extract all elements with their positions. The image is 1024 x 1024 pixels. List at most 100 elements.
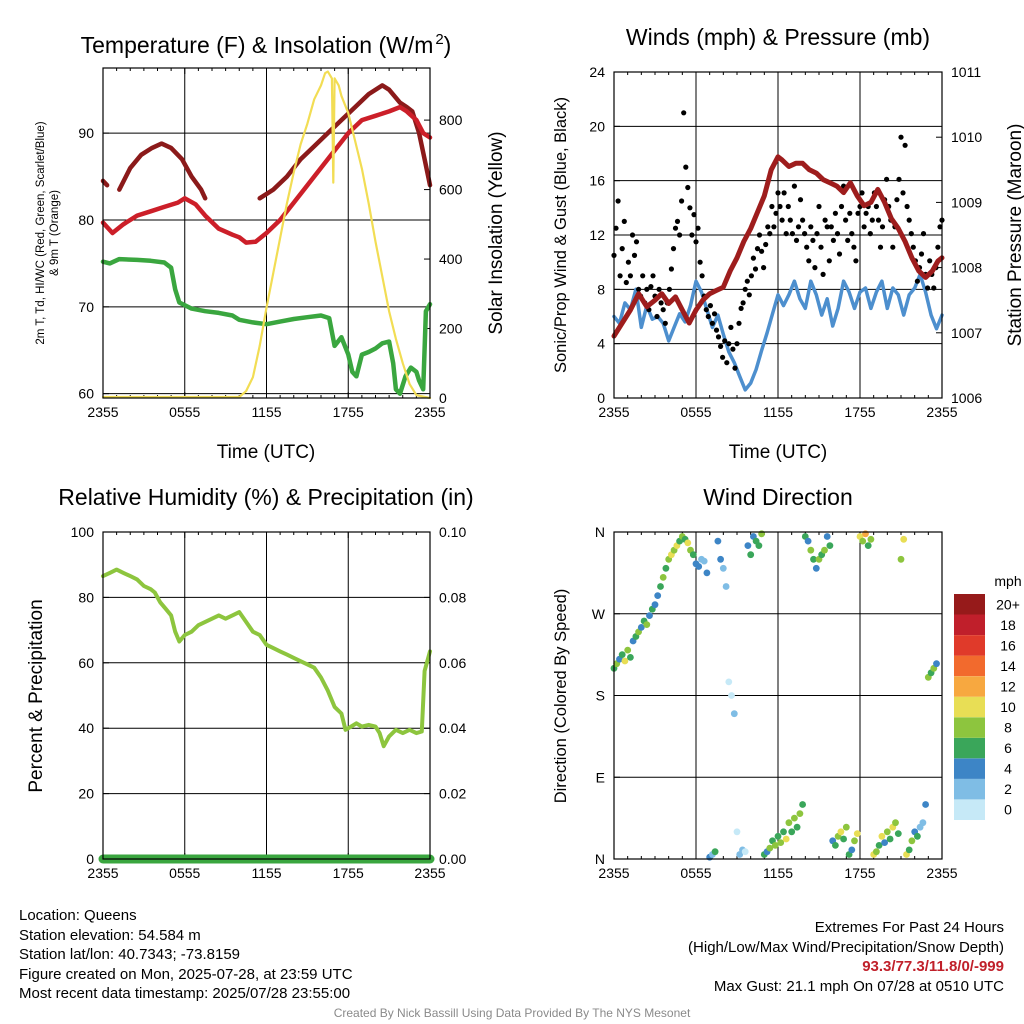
wind-direction-point [900,535,908,543]
gust-point [679,198,685,204]
y2-tick-label: 1009 [951,194,982,210]
wind-direction-point [774,832,782,840]
gust-point [927,258,933,264]
wind-direction-point [747,551,755,559]
x-tick-label: 0555 [169,865,200,881]
wind-direction-point [859,537,867,545]
gust-point [795,224,802,230]
y-tick-label: 60 [78,386,94,402]
gust-point [619,246,625,252]
y-tick-label: W [592,606,606,622]
gust-point [615,198,621,204]
y-tick-label: 24 [589,64,605,80]
gust-point [683,164,689,170]
gust-point [746,292,752,298]
gust-point [791,183,798,189]
gust-point [877,244,884,250]
gust-point [631,252,638,258]
colorbar-swatch [954,758,985,779]
colorbar-swatch [954,635,985,656]
wind-direction-point [793,823,801,831]
wind-direction-point [717,555,724,563]
y-axis-label: 2m T, Td, HI/WC (Red, Green, Scarlet/Blu… [35,121,61,344]
gust-point [797,197,804,203]
gust-point [662,320,668,326]
y2-tick-label: 0 [439,390,447,406]
colorbar-label: 2 [1004,781,1012,797]
x-tick-label: 2355 [926,865,957,881]
gust-point [693,239,699,245]
gust-point [847,210,853,216]
plot-border [102,67,431,399]
wind-direction-point [618,651,626,658]
y-axis-label-line2: & 9m T (Orange) [49,190,61,276]
wind-direction-point [875,842,883,849]
wind-direction-point [785,819,793,827]
gust-point [750,255,757,261]
colorbar-label: 6 [1004,740,1012,756]
gust-point [728,324,734,330]
wind-direction-point [807,546,815,554]
credit-line: Created By Nick Bassill Using Data Provi… [333,1006,691,1020]
gust-point [884,176,890,182]
colorbar-label: 8 [1004,720,1012,736]
wind-direction-point [842,823,850,831]
wind-direction-point [719,564,727,572]
wind-direction-point [662,564,670,572]
station-elevation: Station elevation: 54.584 m [19,926,201,944]
wind-direction-point [684,539,692,547]
gust-point [814,231,820,237]
wind-direction-point [637,624,645,631]
wind-direction-point [643,621,651,628]
gust-point [783,231,789,237]
gust-point [832,210,839,216]
wind-direction-point [728,692,735,699]
gust-point [625,259,632,265]
gust-point [812,265,818,271]
wind-direction-point [897,555,905,563]
wind-direction-point [878,832,886,840]
wind-direction-point [873,848,880,856]
wind-direction-point [788,828,796,836]
wind-direction-point [864,542,872,549]
colorbar-swatch [954,614,985,635]
gust-point [720,354,726,360]
gust-point [715,334,722,340]
gust-point [656,286,662,292]
gust-point [820,271,826,277]
y2-axis-label: Solar Insolation (Yellow) [486,131,507,334]
wind-direction-point [659,574,667,581]
gust-point [644,286,650,292]
gust-point [617,273,623,279]
x-tick-label: 2355 [598,404,629,420]
gust-point [789,231,796,237]
heat_index_scarlet-line [100,178,110,188]
wind-direction-point [826,542,834,549]
colorbar-swatch [954,676,985,697]
y-tick-label: 80 [78,589,94,605]
x-tick-label: 1755 [844,404,875,420]
y-tick-label: 0 [597,390,605,406]
gust-point [681,110,687,116]
gust-point [824,224,830,230]
y2-tick-label: 0.00 [439,851,466,867]
wind-direction-point [651,601,659,609]
wind-direction-point [848,846,856,854]
y-tick-label: N [595,524,605,540]
gust-point [853,258,859,264]
gust-point [775,190,781,196]
x-tick-label: 2355 [87,865,118,881]
colorbar-label: 4 [1004,761,1012,777]
gust-point [769,203,775,210]
gust-point [779,217,785,223]
wind-direction-point [881,839,888,846]
x-tick-label: 1155 [763,865,793,881]
y2-tick-label: 1008 [951,260,982,276]
gust-point [863,210,869,216]
relative-humidity-line [101,567,432,749]
gust-point [742,286,748,292]
y-tick-label: 16 [589,173,605,189]
wind-direction-point [657,583,664,590]
y2-tick-label: 1011 [951,64,981,80]
